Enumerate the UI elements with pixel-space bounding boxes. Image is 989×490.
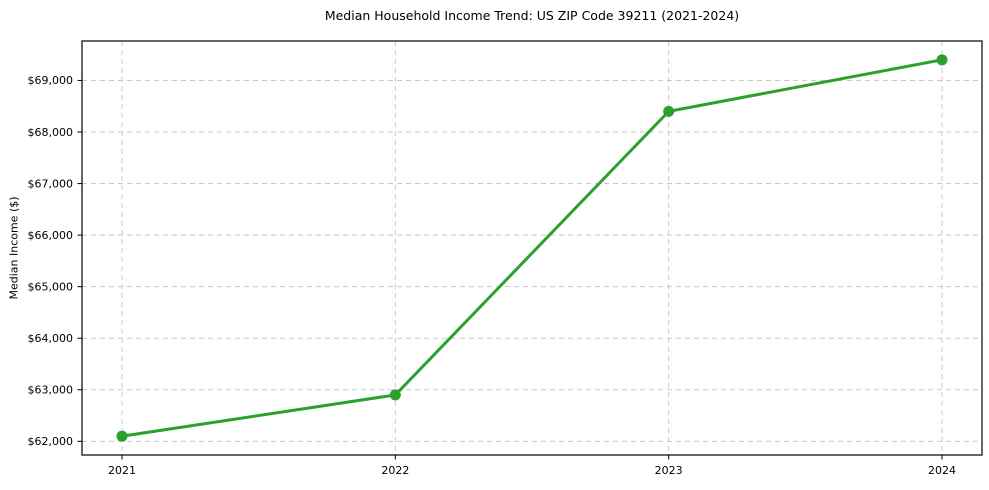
y-tick-label: $64,000	[28, 332, 74, 345]
y-tick-label: $65,000	[28, 280, 74, 293]
data-point-2022	[389, 389, 401, 401]
data-point-2021	[116, 430, 128, 442]
y-tick-label: $68,000	[28, 126, 74, 139]
x-tick-label: 2022	[381, 464, 409, 477]
income-trend-line	[120, 58, 944, 438]
y-tick-label: $69,000	[28, 74, 74, 87]
x-tick-label: 2021	[108, 464, 136, 477]
plot-border	[81, 40, 983, 456]
x-tick-label: 2023	[655, 464, 683, 477]
y-tick-label: $66,000	[28, 229, 74, 242]
data-point-2023	[663, 105, 675, 117]
y-tick-label: $62,000	[28, 435, 74, 448]
data-point-2024	[936, 54, 948, 66]
x-tick-label: 2024	[928, 464, 956, 477]
y-tick-label: $67,000	[28, 177, 74, 190]
chart-title: Median Household Income Trend: US ZIP Co…	[324, 8, 740, 23]
y-tick-label: $63,000	[28, 384, 74, 397]
